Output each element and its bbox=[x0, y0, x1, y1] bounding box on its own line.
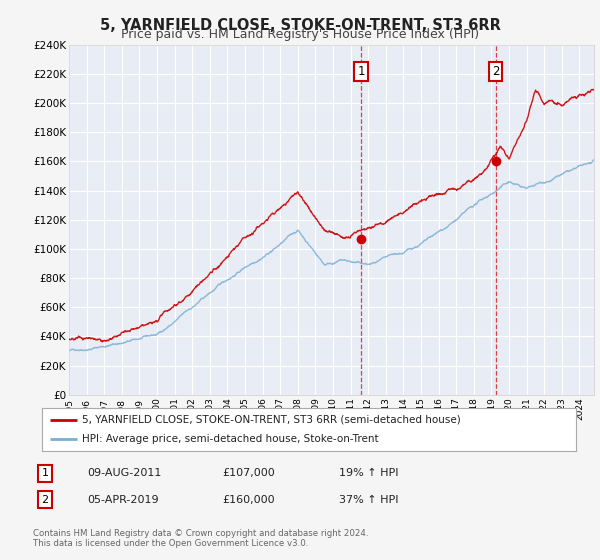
Text: Contains HM Land Registry data © Crown copyright and database right 2024.: Contains HM Land Registry data © Crown c… bbox=[33, 529, 368, 538]
Text: 2: 2 bbox=[41, 494, 49, 505]
Text: 19% ↑ HPI: 19% ↑ HPI bbox=[339, 468, 398, 478]
Text: 05-APR-2019: 05-APR-2019 bbox=[87, 494, 158, 505]
Text: 5, YARNFIELD CLOSE, STOKE-ON-TRENT, ST3 6RR (semi-detached house): 5, YARNFIELD CLOSE, STOKE-ON-TRENT, ST3 … bbox=[82, 415, 461, 424]
Text: 37% ↑ HPI: 37% ↑ HPI bbox=[339, 494, 398, 505]
Text: 1: 1 bbox=[358, 64, 365, 77]
Text: 1: 1 bbox=[41, 468, 49, 478]
Text: 09-AUG-2011: 09-AUG-2011 bbox=[87, 468, 161, 478]
Text: 5, YARNFIELD CLOSE, STOKE-ON-TRENT, ST3 6RR: 5, YARNFIELD CLOSE, STOKE-ON-TRENT, ST3 … bbox=[100, 18, 500, 33]
Text: £107,000: £107,000 bbox=[222, 468, 275, 478]
Text: Price paid vs. HM Land Registry's House Price Index (HPI): Price paid vs. HM Land Registry's House … bbox=[121, 28, 479, 41]
Text: 2: 2 bbox=[492, 64, 500, 77]
Text: This data is licensed under the Open Government Licence v3.0.: This data is licensed under the Open Gov… bbox=[33, 539, 308, 548]
Text: £160,000: £160,000 bbox=[222, 494, 275, 505]
Text: HPI: Average price, semi-detached house, Stoke-on-Trent: HPI: Average price, semi-detached house,… bbox=[82, 435, 379, 444]
